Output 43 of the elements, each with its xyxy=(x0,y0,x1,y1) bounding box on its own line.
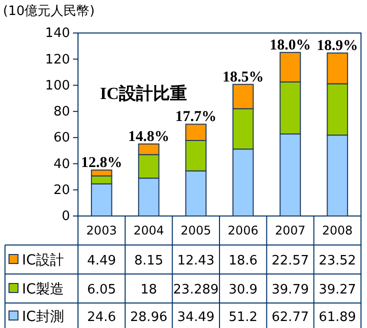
y-tick-label: 20 xyxy=(53,183,70,198)
y-tick-label: 80 xyxy=(53,104,70,120)
data-label: 34.49 xyxy=(177,310,215,325)
data-label: 23.289 xyxy=(173,282,219,298)
y-tick-label: 40 xyxy=(53,156,70,172)
data-label: 23.52 xyxy=(318,254,356,268)
y-axis-title: (10億元人民幣) xyxy=(3,4,95,19)
legend-label: IC封測 xyxy=(22,309,64,325)
x-tick-label: 2006 xyxy=(228,224,258,238)
data-label: 39.27 xyxy=(318,282,356,298)
x-tick-label: 2003 xyxy=(86,224,117,238)
x-tick-label: 2007 xyxy=(274,224,306,238)
data-label: 51.2 xyxy=(228,310,258,325)
y-tick-label: 0 xyxy=(62,209,70,224)
data-label: 39.79 xyxy=(272,282,309,298)
annotation: 14.8% xyxy=(128,128,170,145)
data-label: 18.6 xyxy=(228,254,258,268)
data-label: 24.6 xyxy=(87,310,116,325)
y-tick-label: 140 xyxy=(45,26,70,42)
data-label: 18 xyxy=(140,282,158,298)
y-tick-label: 60 xyxy=(53,130,70,146)
annotation: 18.9% xyxy=(316,38,358,54)
data-label: 8.15 xyxy=(134,254,164,268)
x-tick-label: 2008 xyxy=(322,224,353,238)
data-label: 12.43 xyxy=(177,254,215,268)
data-label: 30.9 xyxy=(228,282,258,298)
data-label: 28.96 xyxy=(130,310,168,325)
x-tick-label: 2004 xyxy=(133,224,164,238)
data-label: 6.05 xyxy=(87,282,116,298)
annotation: IC設計比重 xyxy=(100,84,187,103)
data-label: 61.89 xyxy=(318,310,356,325)
x-tick-label: 2005 xyxy=(180,224,212,238)
annotation: 18.0% xyxy=(270,37,311,54)
y-tick-label: 100 xyxy=(45,78,70,94)
data-label: 62.77 xyxy=(272,310,309,325)
annotation: 17.7% xyxy=(175,109,217,126)
annotation: 12.8% xyxy=(80,155,122,172)
annotation: 18.5% xyxy=(222,69,264,86)
y-tick-label: 120 xyxy=(45,52,70,68)
legend-label: IC製造 xyxy=(22,282,64,298)
legend-label: IC設計 xyxy=(22,252,64,268)
data-label: 22.57 xyxy=(272,254,309,268)
data-label: 4.49 xyxy=(87,254,116,268)
